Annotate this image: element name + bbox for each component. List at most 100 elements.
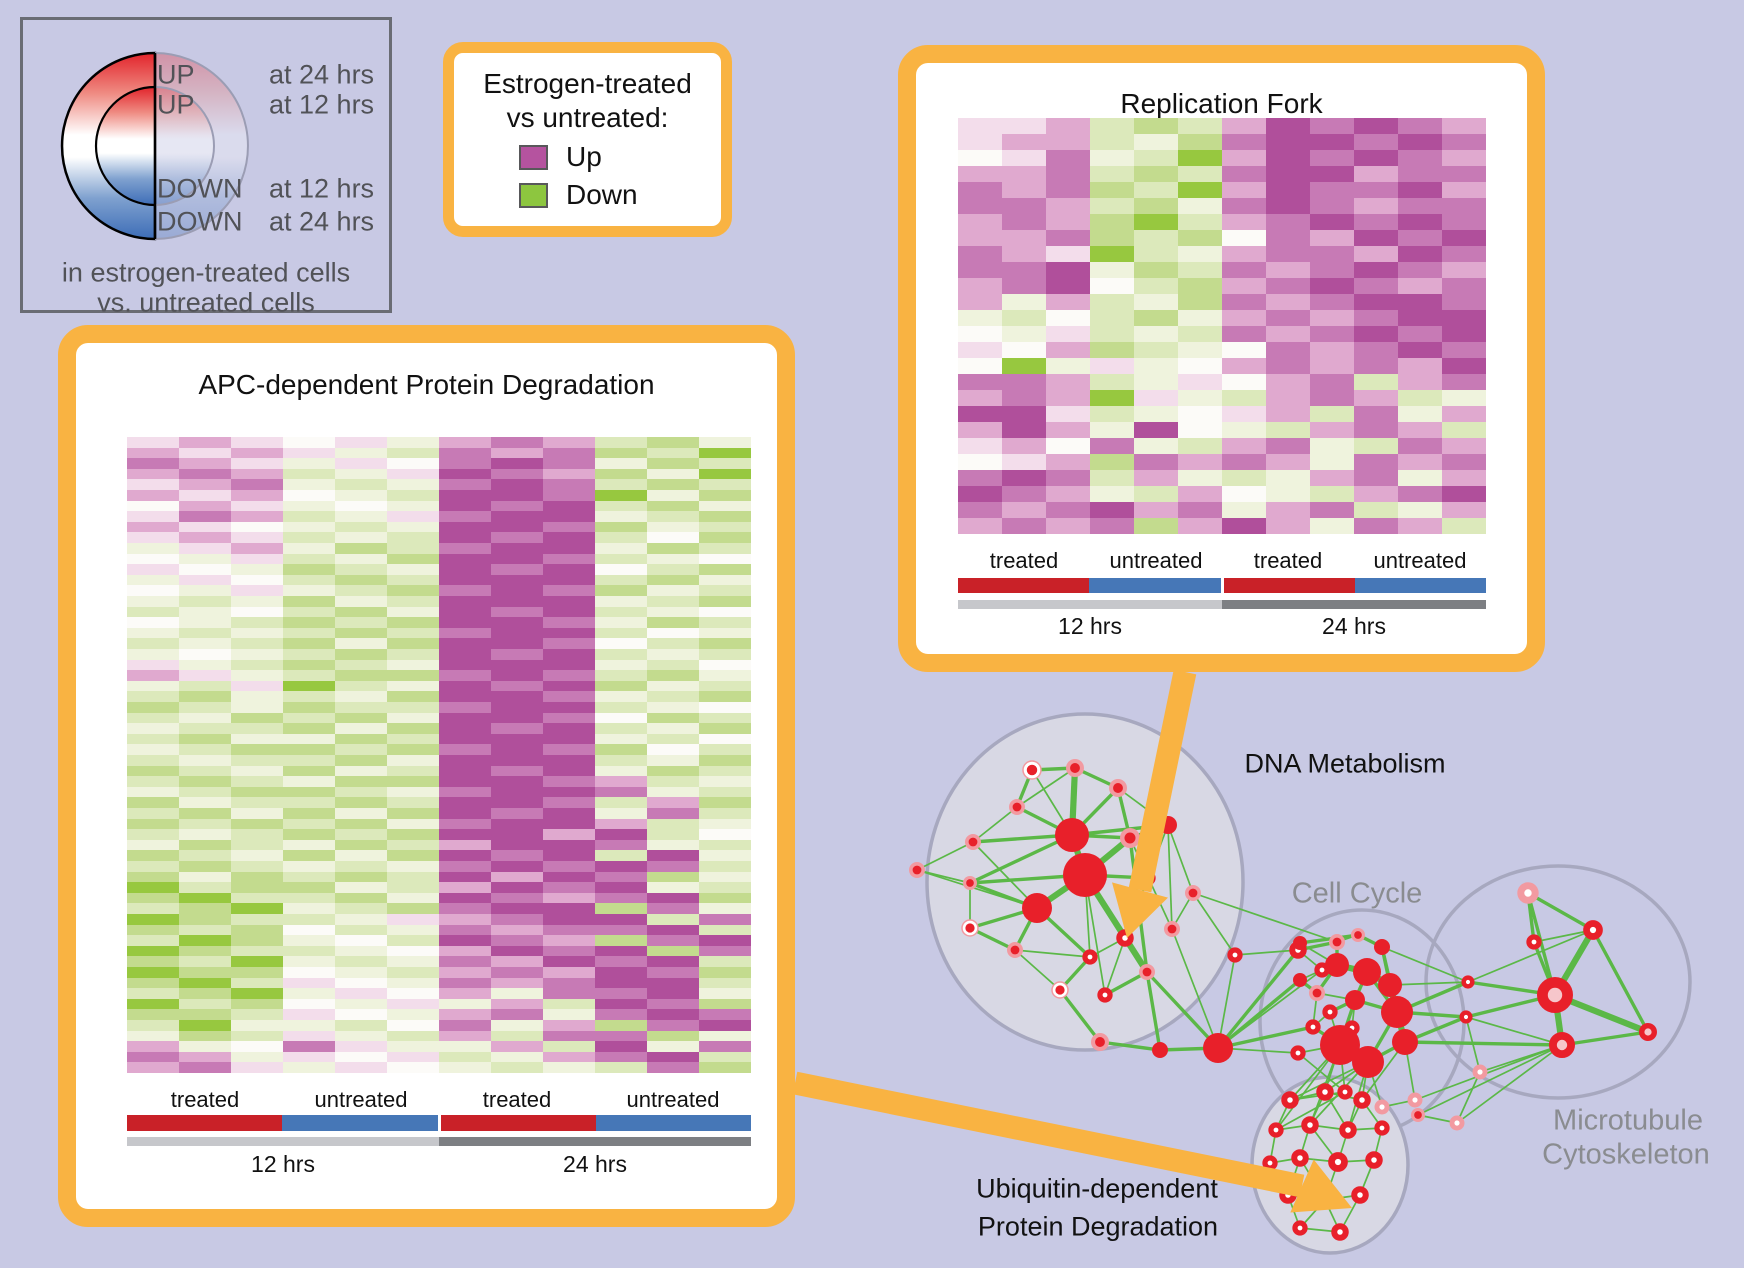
- heatmap-cell: [231, 914, 283, 925]
- down-label: Down: [566, 179, 638, 210]
- heatmap-cell: [958, 326, 1002, 342]
- heatmap-cell: [1090, 150, 1134, 166]
- heatmap-cell: [595, 468, 647, 480]
- heatmap-cell: [595, 1062, 647, 1073]
- heatmap-cell: [387, 712, 439, 724]
- heatmap-cell: [1046, 182, 1090, 198]
- heatmap-cell: [543, 818, 595, 830]
- heatmap-cell: [1442, 422, 1486, 438]
- heatmap-cell: [1090, 438, 1134, 454]
- heatmap-cell: [595, 744, 647, 755]
- heatmap-cell: [439, 839, 491, 851]
- heatmap-cell: [231, 532, 283, 543]
- apc-time-bars: [127, 1137, 751, 1146]
- heatmap-cell: [1046, 438, 1090, 454]
- heatmap-cell: [1002, 310, 1046, 326]
- heatmap-cell: [387, 723, 439, 734]
- heatmap-cell: [1354, 198, 1398, 214]
- heatmap-cell: [543, 956, 595, 967]
- heatmap-cell: [1398, 502, 1442, 518]
- heatmap-cell: [283, 903, 335, 914]
- heatmap-cell: [1046, 502, 1090, 518]
- heatmap-cell: [699, 468, 751, 480]
- heatmap-cell: [1442, 166, 1486, 182]
- heatmap-cell: [1046, 422, 1090, 438]
- heatmap-cell: [179, 765, 231, 777]
- heatmap-cell: [543, 871, 595, 883]
- heatmap-cell: [335, 468, 387, 480]
- heatmap-cell: [231, 659, 283, 671]
- heatmap-cell: [595, 808, 647, 819]
- heatmap-cell: [595, 956, 647, 967]
- heatmap-cell: [179, 511, 231, 522]
- heatmap-cell: [127, 882, 179, 893]
- heatmap-cell: [387, 606, 439, 618]
- heatmap-cell: [491, 596, 543, 607]
- heatmap-cell: [1222, 470, 1266, 486]
- replication-fork-panel: Replication Fork treated untreated treated…: [898, 45, 1545, 672]
- heatmap-cell: [283, 977, 335, 989]
- heatmap-cell: [491, 606, 543, 618]
- heatmap-cell: [335, 680, 387, 692]
- condition-label: treated: [989, 548, 1059, 573]
- heatmap-cell: [699, 829, 751, 840]
- heatmap-cell: [699, 797, 751, 808]
- heatmap-cell: [491, 755, 543, 766]
- heatmap-cell: [1090, 454, 1134, 470]
- heatmap-cell: [127, 977, 179, 989]
- heatmap-cell: [439, 702, 491, 713]
- heatmap-cell: [231, 776, 283, 787]
- heatmap-cell: [179, 1051, 231, 1063]
- heatmap-cell: [595, 998, 647, 1010]
- heatmap-cell: [1266, 278, 1310, 294]
- heatmap-cell: [958, 182, 1002, 198]
- heatmap-cell: [543, 1041, 595, 1052]
- heatmap-cell: [1134, 342, 1178, 358]
- heatmap-cell: [699, 649, 751, 660]
- heatmap-cell: [231, 882, 283, 893]
- heatmap-cell: [699, 882, 751, 893]
- heatmap-cell: [231, 479, 283, 490]
- heatmap-cell: [335, 988, 387, 999]
- apc-time-labels: 12 hrs 24 hrs: [127, 1151, 751, 1179]
- heatmap-cell: [1178, 342, 1222, 358]
- heatmap-cell: [127, 1020, 179, 1031]
- updown-label: DOWN: [157, 206, 243, 237]
- heatmap-cell: [543, 1009, 595, 1020]
- heatmap-cell: [179, 733, 231, 745]
- heatmap-cell: [387, 447, 439, 459]
- heatmap-cell: [595, 649, 647, 660]
- heatmap-cell: [127, 712, 179, 724]
- heatmap-cell: [387, 564, 439, 575]
- updown-time: at 24 hrs: [269, 59, 375, 90]
- heatmap-cell: [1046, 198, 1090, 214]
- heatmap-cell: [1002, 198, 1046, 214]
- heatmap-cell: [1310, 342, 1354, 358]
- heatmap-cell: [387, 638, 439, 649]
- heatmap-cell: [595, 574, 647, 586]
- time-label: 12 hrs: [251, 1151, 315, 1177]
- heatmap-cell: [335, 659, 387, 671]
- heatmap-cell: [491, 818, 543, 830]
- heatmap-cell: [491, 468, 543, 480]
- heatmap-cell: [699, 479, 751, 490]
- condition-label: treated: [482, 1087, 552, 1112]
- time-label: 12 hrs: [1058, 613, 1122, 639]
- condition-label: untreated: [314, 1087, 408, 1112]
- heatmap-cell: [543, 606, 595, 618]
- heatmap-cell: [1090, 342, 1134, 358]
- heatmap-cell: [1310, 326, 1354, 342]
- heatmap-cell: [335, 786, 387, 798]
- heatmap-cell: [1222, 374, 1266, 390]
- heatmap-cell: [335, 437, 387, 448]
- heatmap-cell: [595, 977, 647, 989]
- heatmap-cell: [387, 956, 439, 967]
- heatmap-cell: [231, 988, 283, 999]
- heatmap-cell: [1090, 134, 1134, 150]
- heatmap-cell: [387, 808, 439, 819]
- replication-fork-title: Replication Fork: [1120, 88, 1323, 119]
- heatmap-cell: [595, 839, 647, 851]
- heatmap-cell: [1266, 294, 1310, 310]
- heatmap-cell: [283, 892, 335, 904]
- heatmap-cell: [1178, 230, 1222, 246]
